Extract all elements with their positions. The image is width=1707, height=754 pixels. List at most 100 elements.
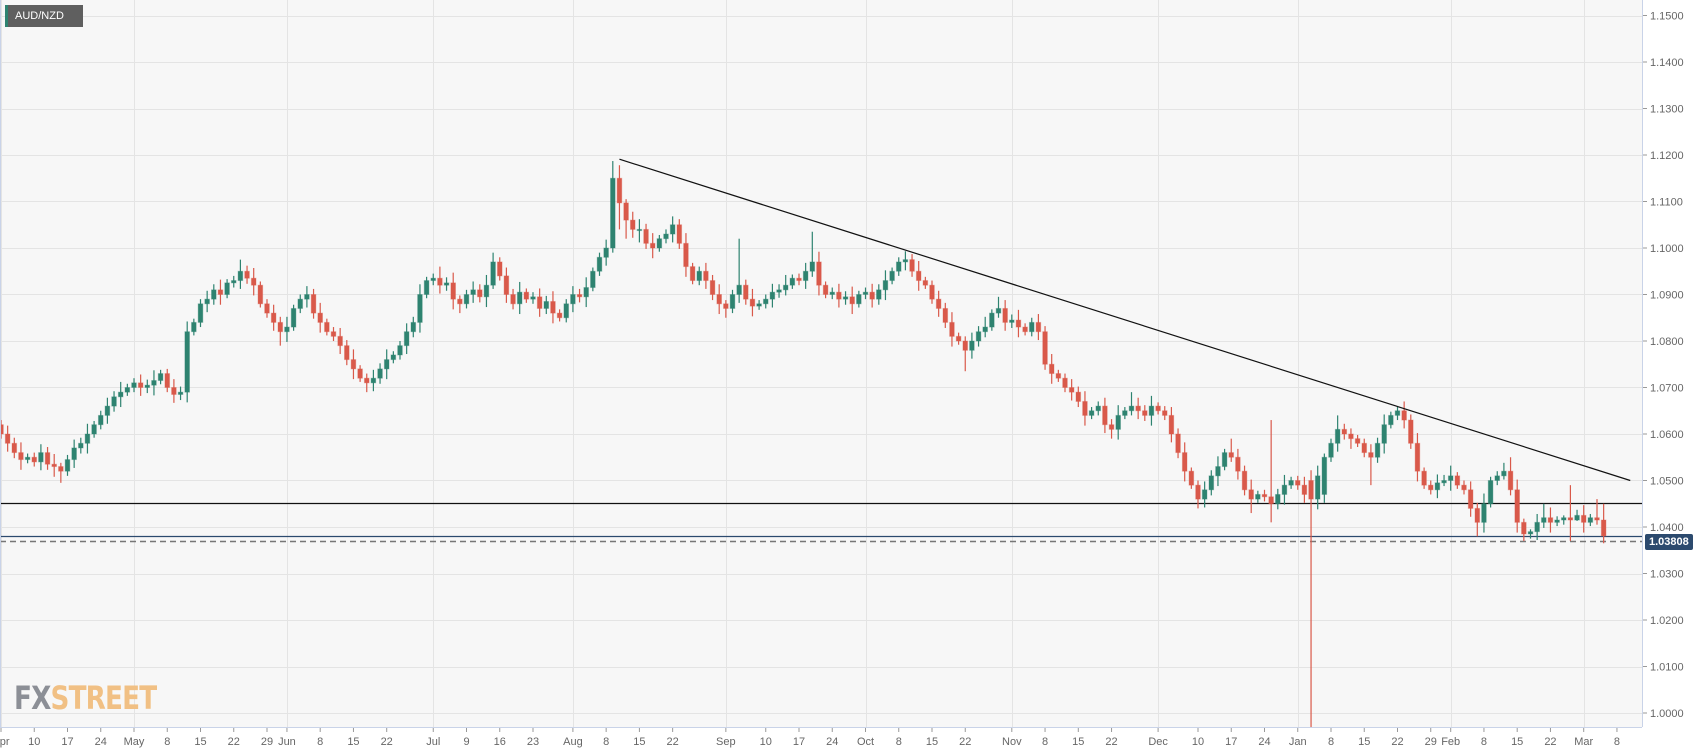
bullish-candle (1334, 428, 1341, 444)
time-tick-label: 29 (1425, 736, 1437, 748)
bearish-candle (922, 280, 929, 286)
bullish-candle (669, 224, 676, 235)
bearish-candle (1567, 517, 1574, 521)
time-tick-label: 15 (926, 736, 938, 748)
time-tick-label: 9 (463, 736, 469, 748)
bearish-candle (1514, 489, 1521, 523)
bearish-candle (1068, 387, 1075, 393)
bearish-candle (1268, 496, 1274, 505)
bearish-candle (723, 303, 729, 309)
bullish-candle (403, 331, 410, 347)
bearish-candle (250, 277, 257, 286)
time-tick-label: 17 (61, 736, 73, 748)
bullish-candle (1374, 442, 1381, 458)
time-tick-label: 15 (633, 736, 645, 748)
bullish-candle (1281, 484, 1288, 495)
bullish-candle (1148, 405, 1155, 416)
time-tick-label: Jul (426, 736, 440, 748)
bearish-candle (1421, 470, 1427, 486)
bullish-candle (1487, 480, 1494, 505)
trendline-segment (619, 158, 1631, 482)
bullish-candle (696, 270, 703, 282)
bearish-candle (217, 289, 224, 296)
bullish-candle (982, 326, 989, 333)
bullish-candle (1314, 475, 1321, 500)
bearish-candle (1547, 517, 1554, 523)
bearish-candle (649, 242, 656, 249)
bearish-candle (1467, 489, 1474, 509)
time-tick-label: 22 (1391, 736, 1403, 748)
bullish-candle (157, 373, 164, 382)
bullish-candle (1328, 442, 1334, 458)
price-tick-label: 1.0000 (1650, 708, 1684, 720)
bearish-candle (1155, 405, 1161, 412)
price-tick-label: 1.0400 (1650, 522, 1684, 534)
bearish-candle (277, 321, 284, 333)
bearish-candle (4, 433, 11, 444)
bearish-candle (317, 312, 323, 323)
bearish-candle (550, 300, 556, 314)
bullish-candle (304, 294, 310, 300)
bullish-candle (1321, 456, 1328, 495)
bearish-candle (816, 261, 822, 286)
bearish-candle (11, 442, 18, 454)
bullish-candle (470, 289, 476, 296)
time-tick-label: 22 (1544, 736, 1556, 748)
bullish-candle (1208, 475, 1215, 491)
bearish-candle (1241, 470, 1248, 491)
bearish-candle (1294, 480, 1301, 486)
bullish-candle (769, 291, 776, 300)
bullish-candle (1587, 517, 1594, 523)
bullish-candle (204, 298, 210, 305)
bullish-candle (776, 289, 782, 293)
bearish-candle (1022, 326, 1028, 333)
time-tick-label: Dec (1148, 736, 1168, 748)
bearish-candle (955, 335, 962, 342)
bearish-candle (1181, 452, 1188, 472)
bearish-candle (344, 345, 350, 361)
bullish-candle (842, 296, 849, 300)
bullish-candle (736, 284, 742, 296)
bullish-candle (969, 340, 975, 351)
bearish-candle (337, 335, 343, 347)
time-tick-label: 10 (760, 736, 772, 748)
bearish-candle (929, 284, 935, 300)
gridlines (0, 0, 1642, 727)
bullish-candle (463, 294, 470, 305)
bearish-candle (1048, 363, 1055, 375)
price-tick-label: 1.1100 (1650, 197, 1683, 209)
bullish-candle (423, 280, 430, 295)
bullish-candle (490, 261, 496, 286)
bullish-candle (895, 261, 902, 272)
time-tick-label: 22 (959, 736, 971, 748)
bullish-candle (124, 387, 131, 393)
bullish-candle (1122, 410, 1128, 416)
bullish-candle (596, 256, 603, 272)
time-tick-label: 24 (826, 736, 838, 748)
bearish-candle (357, 368, 363, 379)
time-tick-label: Jan (1289, 736, 1307, 748)
bullish-candle (530, 296, 536, 300)
bullish-candle (383, 359, 390, 370)
bearish-candle (836, 291, 842, 300)
bullish-candle (1088, 410, 1095, 416)
bearish-candle (915, 270, 922, 282)
bearish-candle (1580, 514, 1587, 523)
time-tick-label: 15 (1511, 736, 1523, 748)
bullish-candle (590, 270, 596, 289)
bearish-candle (523, 291, 530, 300)
bearish-candle (1341, 428, 1348, 435)
bullish-candle (230, 280, 237, 284)
bearish-candle (1228, 452, 1235, 458)
bearish-candle (849, 296, 856, 305)
bearish-candle (1461, 484, 1467, 491)
time-tick-label: 8 (1481, 736, 1487, 748)
bearish-candle (869, 291, 875, 300)
bullish-candle (1394, 410, 1401, 416)
time-tick-label: 8 (1328, 736, 1334, 748)
bearish-candle (749, 298, 756, 307)
price-tick-label: 1.0200 (1650, 615, 1684, 627)
bearish-candle (1135, 405, 1141, 412)
time-tick-label: 17 (1225, 736, 1237, 748)
bearish-candle (1082, 400, 1088, 416)
